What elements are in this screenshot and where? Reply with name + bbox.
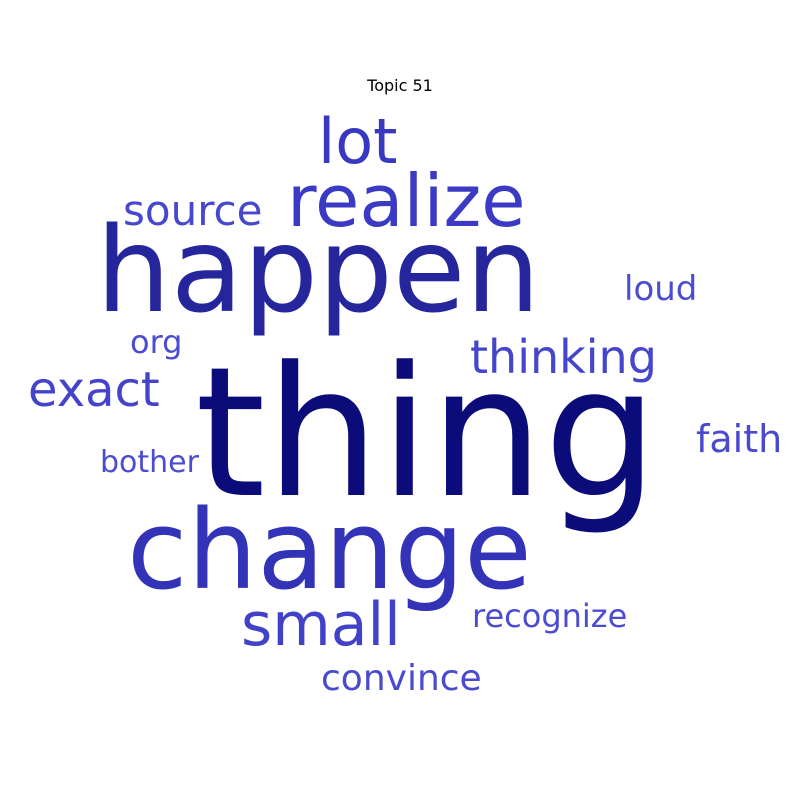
word-recognize: recognize	[472, 597, 627, 635]
word-lot: lot	[318, 105, 397, 178]
word-thinking: thinking	[470, 330, 657, 384]
word-org: org	[130, 323, 182, 361]
word-small: small	[241, 590, 401, 660]
word-realize: realize	[287, 159, 526, 243]
word-faith: faith	[696, 417, 782, 461]
word-source: source	[123, 186, 262, 235]
word-change: change	[127, 486, 532, 614]
word-convince: convince	[321, 658, 482, 699]
word-happen: happen	[96, 201, 540, 339]
word-exact: exact	[28, 362, 160, 418]
word-bother: bother	[100, 445, 200, 480]
chart-title: Topic 51	[367, 76, 433, 95]
word-thing: thing	[195, 329, 658, 538]
word-loud: loud	[624, 269, 697, 309]
